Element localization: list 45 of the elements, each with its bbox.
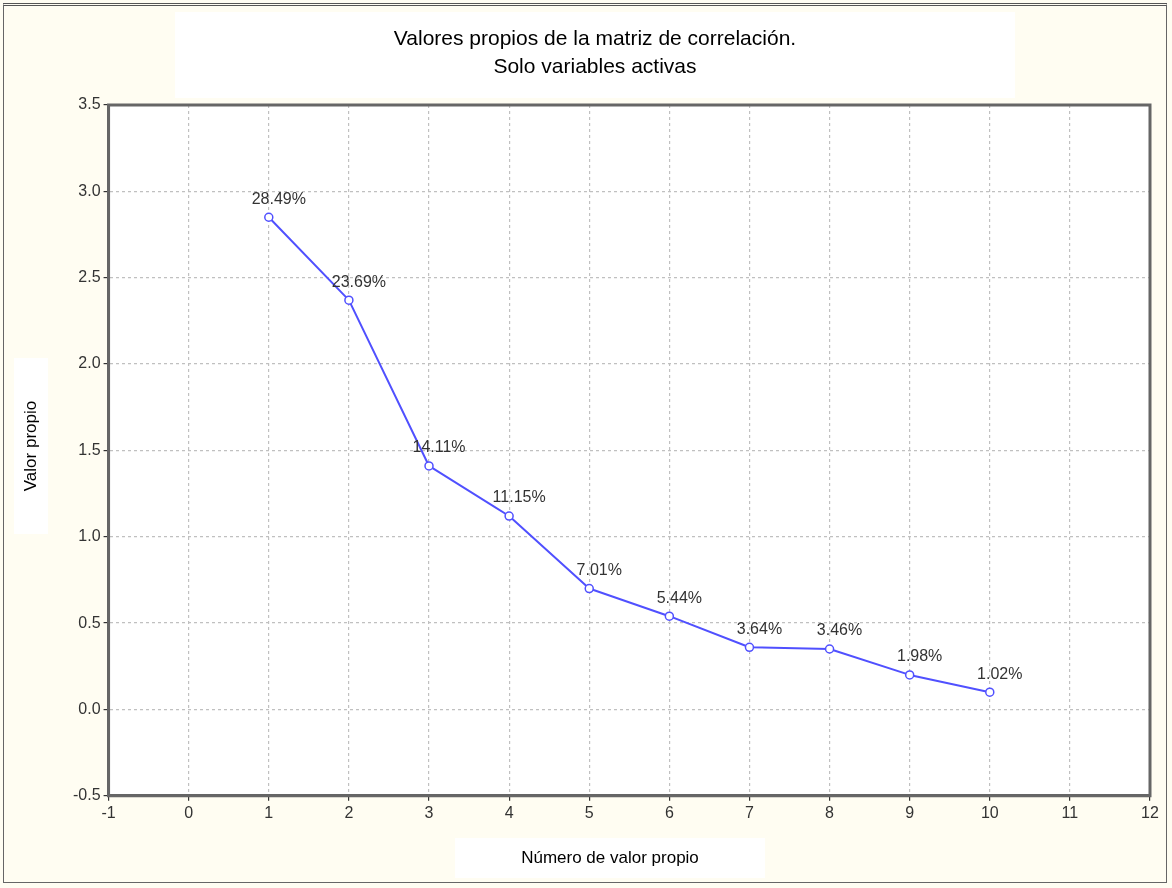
point <box>904 670 915 680</box>
x-tick-label: 11 <box>1061 803 1079 821</box>
x-tick-label: 5 <box>584 803 594 821</box>
y-tick-label: -0.5 <box>72 786 101 804</box>
annotation: 23.69% <box>331 272 387 290</box>
x-tick-label: 0 <box>184 803 194 821</box>
annotation: 5.44% <box>656 588 703 606</box>
annotation: 1.98% <box>896 647 943 665</box>
x-tick-label: 6 <box>664 803 674 821</box>
point <box>424 461 434 471</box>
chart-title: Valores propios de la matriz de correlación. Solo variables activas <box>175 12 1015 98</box>
annotation: 3.64% <box>736 619 783 637</box>
point <box>584 583 594 594</box>
y-tick-label: 2.0 <box>78 354 101 372</box>
x-axis-title: Número de valor propio <box>455 838 765 878</box>
x-tick-label: 10 <box>980 803 999 821</box>
x-tick-label: 1 <box>264 803 274 821</box>
y-tick-label: 0.0 <box>78 699 101 717</box>
x-tick-label: 3 <box>424 803 434 821</box>
point <box>264 212 274 223</box>
point <box>504 511 514 521</box>
x-tick-label: 12 <box>1141 803 1159 821</box>
annotation: 7.01% <box>576 560 622 578</box>
y-tick-label: 3.5 <box>78 95 101 113</box>
y-axis-title: Valor propio <box>21 400 41 492</box>
y-tick-label: 1.0 <box>78 527 101 545</box>
point <box>744 642 755 653</box>
point <box>664 611 675 621</box>
y-tick-label: 1.5 <box>78 440 101 458</box>
y-tick-label: 3.0 <box>78 181 101 199</box>
y-tick-label: 0.5 <box>78 613 101 631</box>
x-tick-label: -1 <box>101 803 116 821</box>
annotation: 11.15% <box>492 488 546 506</box>
x-tick-label: 9 <box>905 803 915 821</box>
x-tick-label: 7 <box>745 803 754 821</box>
annotation: 28.49% <box>251 189 306 207</box>
point <box>344 295 354 305</box>
annotation: 1.02% <box>977 664 1023 682</box>
point <box>824 644 835 654</box>
x-tick-label: 4 <box>504 803 514 821</box>
point <box>985 687 995 697</box>
y-tick-label: 2.5 <box>78 268 101 286</box>
x-tick-label: 2 <box>344 803 354 821</box>
annotation: 3.46% <box>816 621 863 639</box>
x-tick-label: 8 <box>825 803 835 821</box>
